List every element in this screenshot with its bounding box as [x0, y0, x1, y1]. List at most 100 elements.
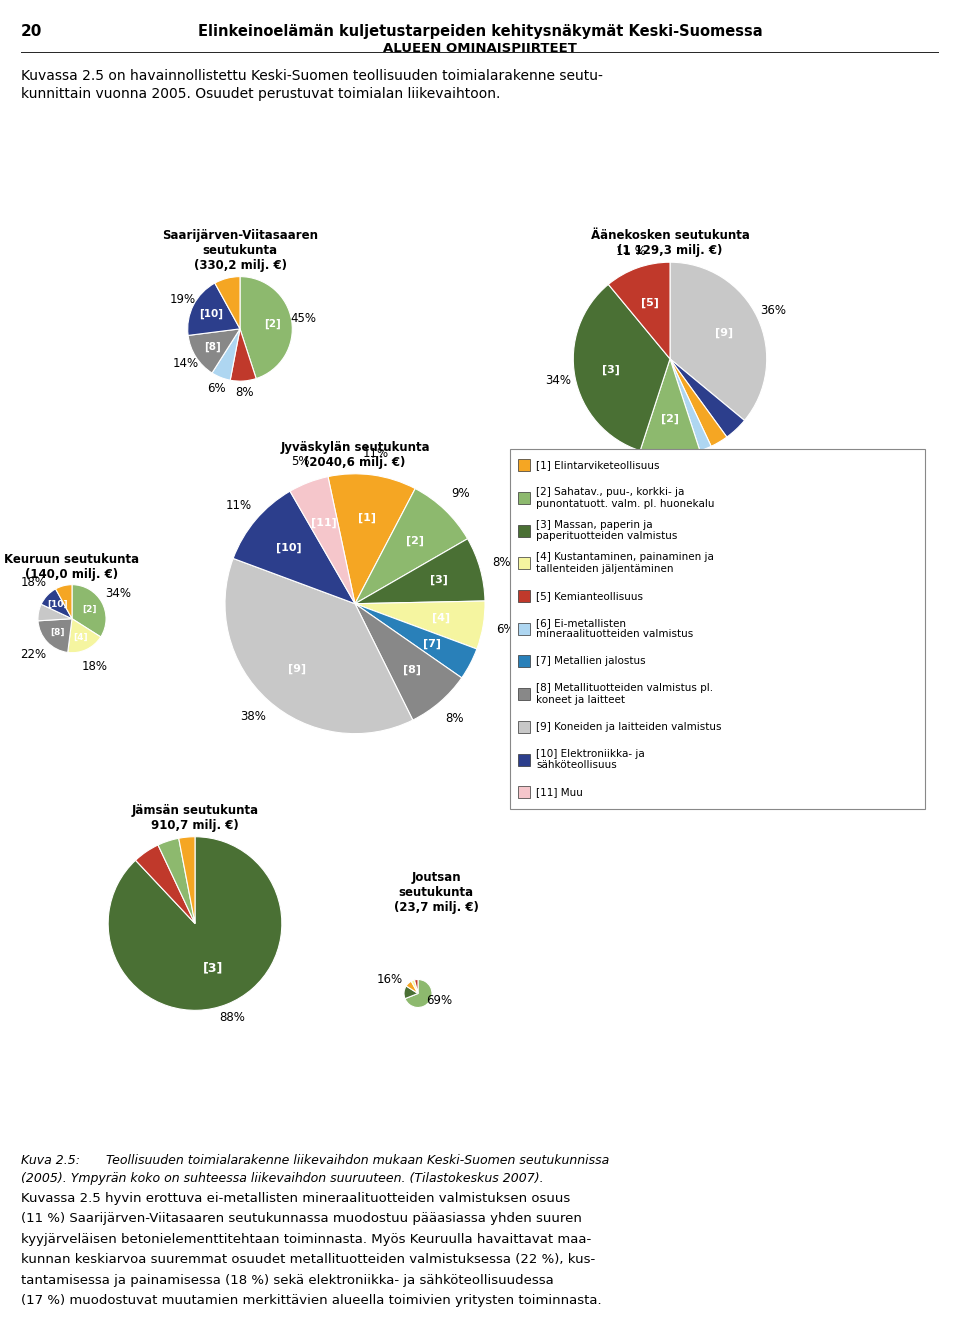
Text: 11%: 11%: [363, 446, 389, 459]
Wedge shape: [179, 837, 195, 924]
Text: [2]: [2]: [83, 605, 97, 614]
Text: [8]: [8]: [50, 628, 64, 638]
Text: [5]: [5]: [640, 297, 659, 308]
Text: ALUEEN OMINAISPIIRTEET: ALUEEN OMINAISPIIRTEET: [383, 42, 577, 55]
Wedge shape: [670, 263, 767, 421]
Text: [10]: [10]: [199, 309, 223, 319]
Wedge shape: [573, 284, 670, 450]
Bar: [518, 557, 530, 569]
Text: [5] Kemianteollisuus: [5] Kemianteollisuus: [536, 591, 643, 601]
Text: Kuvassa 2.5 hyvin erottuva ei-metallisten mineraalituotteiden valmistuksen osuus: Kuvassa 2.5 hyvin erottuva ei-metalliste…: [21, 1192, 570, 1205]
Text: 34%: 34%: [106, 587, 132, 599]
Text: [10]: [10]: [47, 601, 67, 610]
Text: [10] Elektroniikka- ja
sähköteollisuus: [10] Elektroniikka- ja sähköteollisuus: [536, 748, 645, 771]
Text: 18%: 18%: [82, 660, 108, 673]
Wedge shape: [415, 979, 418, 994]
Text: 6%: 6%: [207, 381, 226, 395]
Text: Jyväskylän seutukunta
(2040,6 milj. €): Jyväskylän seutukunta (2040,6 milj. €): [280, 441, 430, 469]
Text: kunnittain vuonna 2005. Osuudet perustuvat toimialan liikevaihtoon.: kunnittain vuonna 2005. Osuudet perustuv…: [21, 87, 500, 102]
Wedge shape: [212, 329, 240, 380]
Wedge shape: [411, 979, 418, 994]
Wedge shape: [38, 605, 72, 620]
Text: [2]: [2]: [661, 413, 679, 424]
Wedge shape: [233, 491, 355, 603]
Text: [1] Elintarviketeollisuus: [1] Elintarviketeollisuus: [536, 461, 660, 470]
Text: 9%: 9%: [451, 487, 469, 500]
Text: 38%: 38%: [240, 710, 266, 723]
Text: 11 %: 11 %: [616, 246, 646, 257]
Text: (11 %) Saarijärven-Viitasaaren seutukunnassa muodostuu pääasiassa yhden suuren: (11 %) Saarijärven-Viitasaaren seutukunn…: [21, 1212, 582, 1225]
Wedge shape: [225, 558, 413, 734]
Wedge shape: [215, 277, 240, 329]
Text: 19%: 19%: [170, 293, 196, 306]
Text: [4]: [4]: [432, 612, 450, 623]
Text: [9] Koneiden ja laitteiden valmistus: [9] Koneiden ja laitteiden valmistus: [536, 722, 722, 731]
Text: [1]: [1]: [358, 512, 375, 523]
Wedge shape: [56, 585, 72, 619]
Text: [7]: [7]: [423, 639, 442, 649]
Text: 11%: 11%: [226, 499, 252, 512]
Text: 10%: 10%: [657, 466, 683, 479]
Text: Kuvassa 2.5 on havainnollistettu Keski-Suomen teollisuuden toimialarakenne seutu: Kuvassa 2.5 on havainnollistettu Keski-S…: [21, 69, 603, 83]
Wedge shape: [670, 359, 745, 437]
Text: [8]: [8]: [403, 664, 420, 675]
Wedge shape: [405, 979, 432, 1007]
Text: [2] Sahatav., puu-, korkki- ja
punontatuott. valm. pl. huonekalu: [2] Sahatav., puu-, korkki- ja punontatu…: [536, 487, 714, 508]
Text: 16%: 16%: [377, 973, 403, 986]
Wedge shape: [355, 488, 468, 603]
Text: [4]: [4]: [73, 632, 88, 642]
Wedge shape: [230, 329, 256, 381]
Text: Teollisuuden toimialarakenne liikevaihdon mukaan Keski-Suomen seutukunnissa: Teollisuuden toimialarakenne liikevaihdo…: [106, 1154, 609, 1167]
Wedge shape: [355, 603, 462, 721]
Text: (2005). Ympyrän koko on suhteessa liikevaihdon suuruuteen. (Tilastokeskus 2007).: (2005). Ympyrän koko on suhteessa liikev…: [21, 1172, 543, 1185]
Wedge shape: [38, 619, 72, 652]
Text: [9]: [9]: [288, 663, 306, 673]
Text: Jämsän seutukunta
910,7 milj. €): Jämsän seutukunta 910,7 milj. €): [132, 804, 258, 832]
Bar: [518, 459, 530, 471]
Wedge shape: [240, 277, 292, 379]
Text: [3]: [3]: [203, 961, 223, 974]
Text: [3]: [3]: [602, 364, 620, 375]
Wedge shape: [158, 838, 195, 924]
Wedge shape: [355, 539, 485, 603]
Text: 36%: 36%: [760, 304, 786, 317]
Wedge shape: [290, 477, 355, 603]
Bar: [518, 623, 530, 635]
Text: 8%: 8%: [492, 556, 511, 569]
Wedge shape: [72, 585, 106, 638]
Text: (17 %) muodostuvat muutamien merkittävien alueella toimivien yritysten toiminnas: (17 %) muodostuvat muutamien merkittävie…: [21, 1294, 602, 1307]
Wedge shape: [188, 329, 240, 374]
Text: tantamisessa ja painamisessa (18 %) sekä elektroniikka- ja sähköteollisuudessa: tantamisessa ja painamisessa (18 %) sekä…: [21, 1274, 554, 1287]
Wedge shape: [135, 845, 195, 924]
Wedge shape: [670, 359, 711, 450]
Text: 45%: 45%: [290, 313, 316, 326]
Text: [3]: [3]: [430, 576, 447, 586]
Wedge shape: [609, 263, 670, 359]
Bar: [518, 721, 530, 733]
Bar: [518, 590, 530, 602]
Text: kyyjärveläisen betonielementtitehtaan toiminnasta. Myös Keuruulla havaittavat ma: kyyjärveläisen betonielementtitehtaan to…: [21, 1233, 591, 1246]
Bar: [518, 524, 530, 536]
Text: Kuva 2.5:: Kuva 2.5:: [21, 1154, 80, 1167]
Text: Elinkeinoelämän kuljetustarpeiden kehitysnäkymät Keski-Suomessa: Elinkeinoelämän kuljetustarpeiden kehity…: [198, 24, 762, 38]
Text: [2]: [2]: [406, 536, 424, 546]
Bar: [518, 656, 530, 668]
Text: Saarijärven-Viitasaaren
seutukunta
(330,2 milj. €): Saarijärven-Viitasaaren seutukunta (330,…: [162, 228, 318, 272]
Text: [11]: [11]: [311, 517, 337, 528]
Bar: [518, 787, 530, 799]
Text: [10]: [10]: [276, 543, 301, 553]
Bar: [518, 688, 530, 700]
Text: 8%: 8%: [235, 385, 253, 399]
Text: 69%: 69%: [426, 994, 452, 1007]
Text: 14%: 14%: [173, 356, 199, 370]
Wedge shape: [328, 474, 416, 603]
Text: kunnan keskiarvoa suuremmat osuudet metallituotteiden valmistuksessa (22 %), kus: kunnan keskiarvoa suuremmat osuudet meta…: [21, 1254, 595, 1266]
Text: [9]: [9]: [715, 329, 733, 338]
Wedge shape: [640, 359, 700, 455]
Text: [6] Ei-metallisten
mineraalituotteiden valmistus: [6] Ei-metallisten mineraalituotteiden v…: [536, 618, 693, 639]
Text: 34%: 34%: [545, 374, 571, 387]
Text: Äänekosken seutukunta
(1 129,3 milj. €): Äänekosken seutukunta (1 129,3 milj. €): [590, 230, 750, 257]
Wedge shape: [188, 282, 240, 335]
Text: 18%: 18%: [20, 576, 46, 589]
Wedge shape: [404, 986, 418, 999]
